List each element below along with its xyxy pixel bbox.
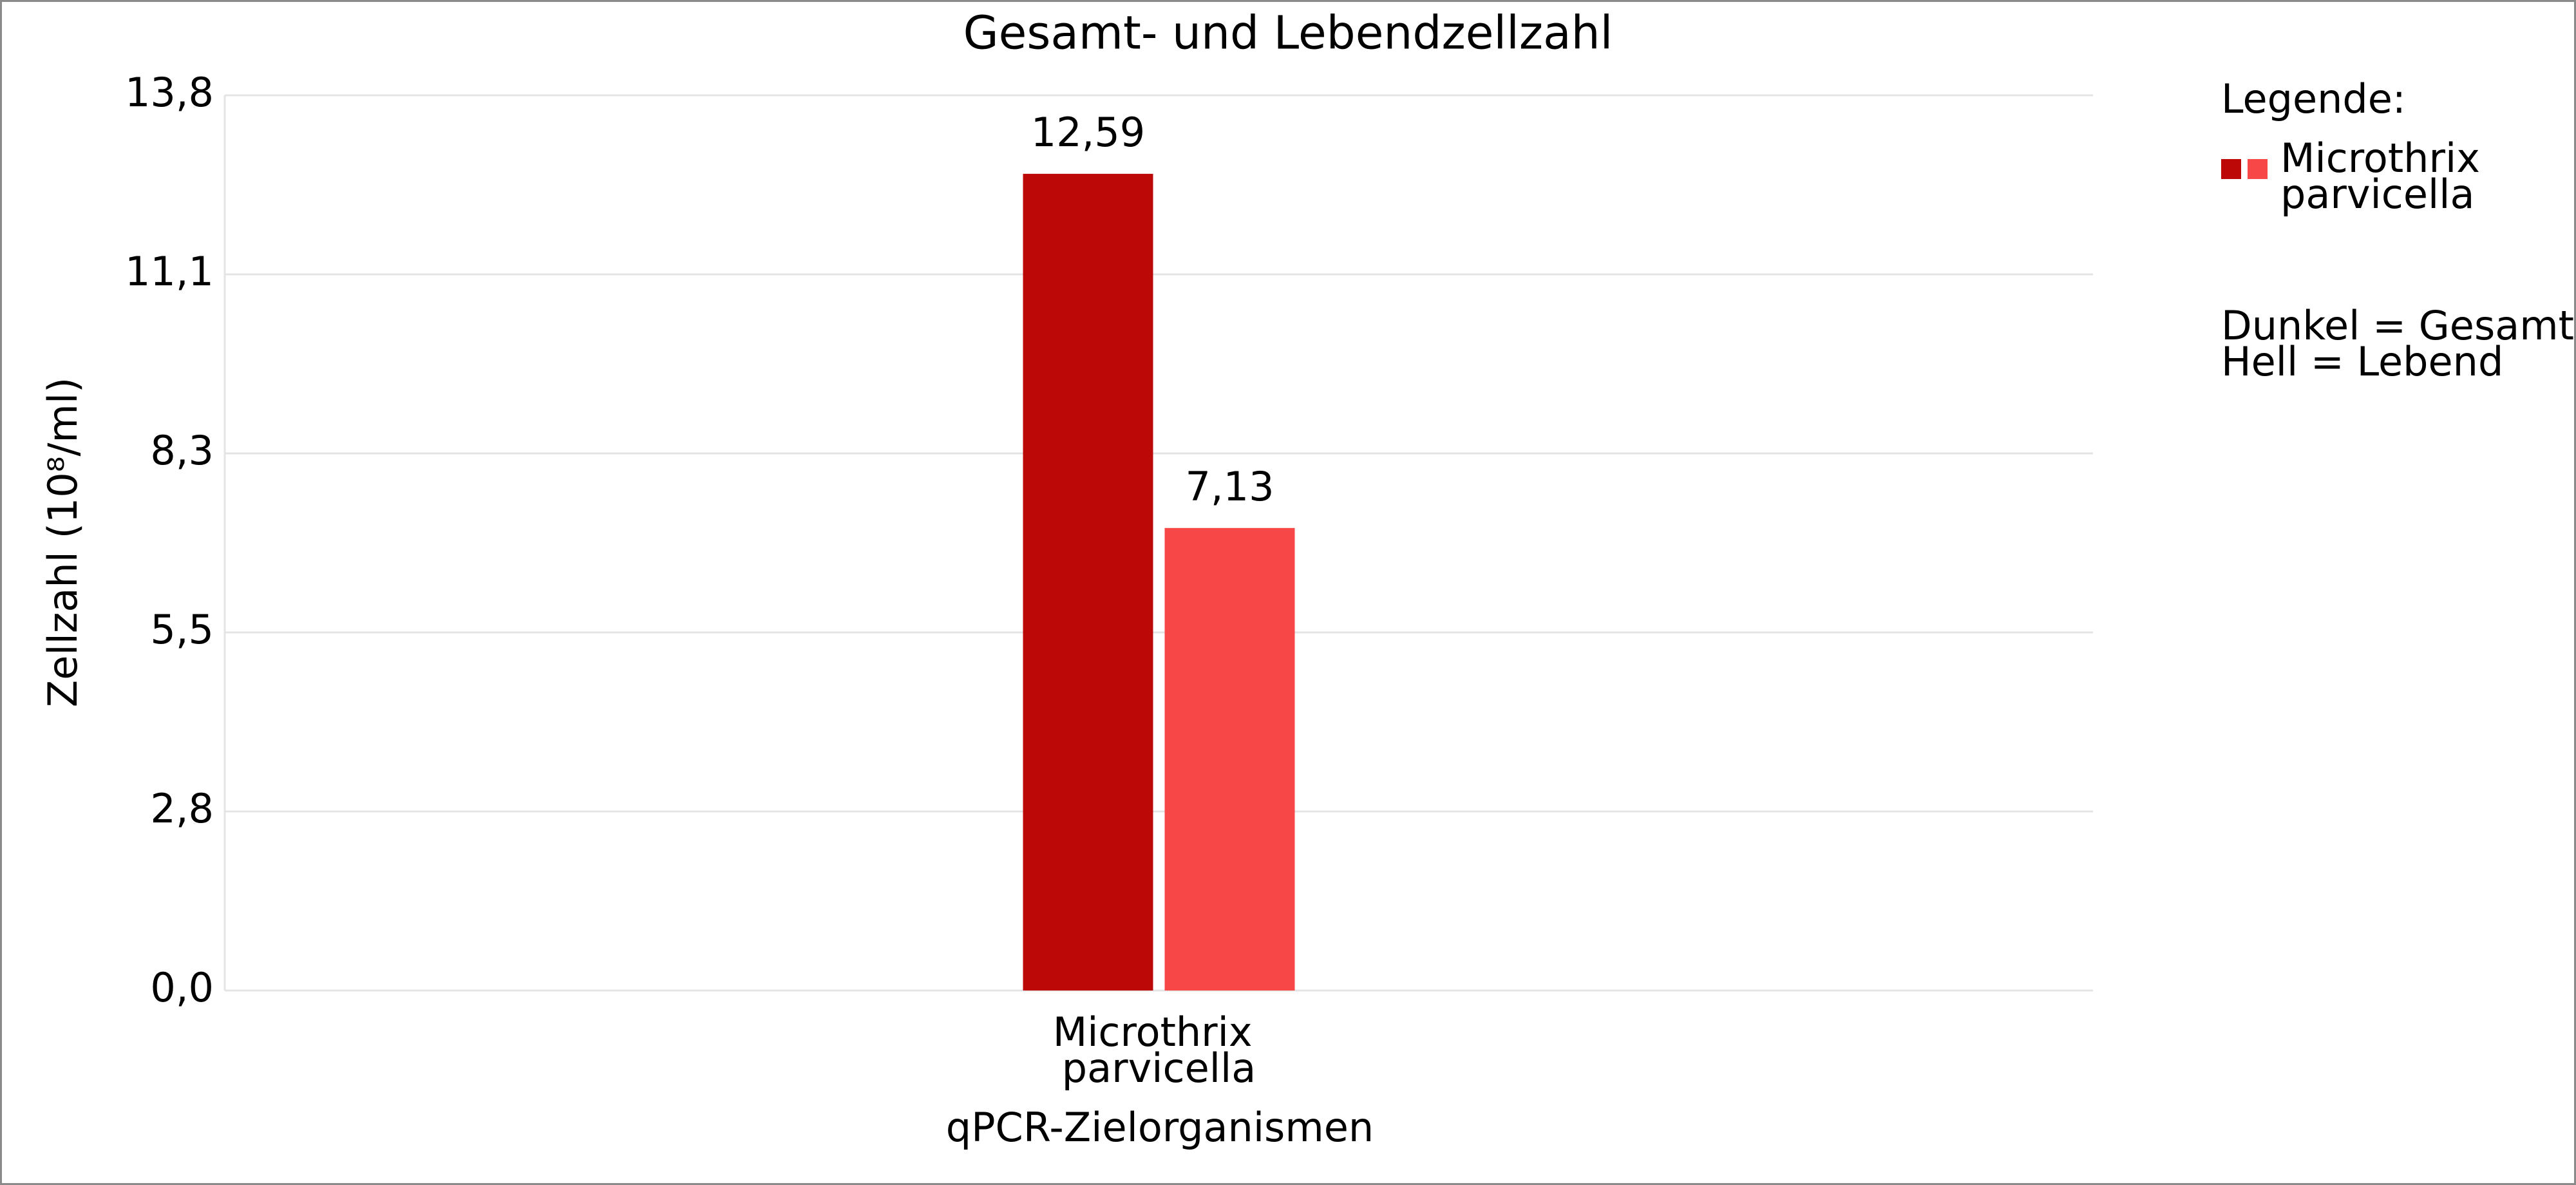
y-tick-label: 2,8 — [150, 785, 214, 832]
y-tick-label: 13,8 — [125, 69, 214, 116]
legend-swatch — [2248, 159, 2268, 179]
legend-swatch — [2221, 159, 2241, 179]
y-tick-label: 8,3 — [150, 427, 214, 474]
y-tick-label: 0,0 — [150, 964, 214, 1011]
legend-label: Microthrix parvicella — [2280, 135, 2493, 218]
x-tick-label: Microthrix parvicella — [1053, 1009, 1265, 1092]
legend-note: Hell = Lebend — [2221, 338, 2503, 385]
y-tick-label: 11,1 — [125, 248, 214, 295]
value-label: 12,59 — [1031, 109, 1146, 156]
chart-title: Gesamt- und Lebendzellzahl — [963, 6, 1613, 60]
bar — [1164, 527, 1295, 991]
legend-title: Legende: — [2221, 75, 2406, 122]
y-tick-label: 5,5 — [150, 606, 214, 653]
bar — [1023, 173, 1153, 991]
legend-note: Dunkel = Gesamt — [2221, 302, 2574, 349]
x-axis-label: qPCR-Zielorganismen — [946, 1104, 1374, 1151]
y-axis-label: Zellzahl (10⁸/ml) — [39, 377, 86, 707]
value-label: 7,13 — [1185, 463, 1274, 510]
